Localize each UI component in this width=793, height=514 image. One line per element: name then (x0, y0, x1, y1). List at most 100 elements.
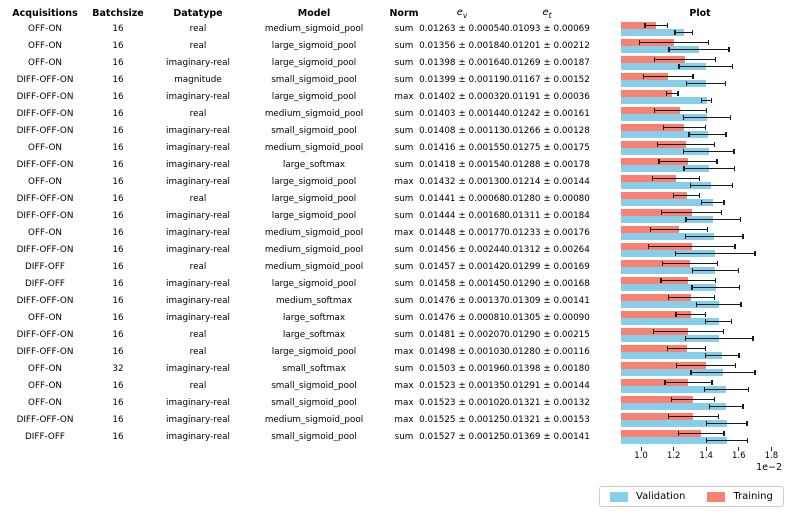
cell-batchsize: 16 (112, 295, 124, 306)
validation-bar (621, 29, 684, 36)
cell-model: large_sigmoid_pool (271, 210, 357, 221)
table-row: DIFF-OFF 16 imaginary-real small_sigmoid_po… (0, 429, 793, 446)
cell-batchsize: 16 (112, 346, 124, 357)
training-bar (621, 158, 688, 165)
validation-bar (621, 131, 708, 138)
validation-errorbar-line (683, 116, 731, 119)
cell-batchsize: 16 (112, 414, 124, 425)
training-errorbar-line (667, 347, 706, 350)
table-row: DIFF-OFF-ON 16 real large_softmax sum 0.01481… (0, 327, 793, 344)
training-errorbar-cap-high (734, 244, 736, 249)
cell-datatype: imaginary-real (166, 91, 230, 102)
cell-ev: 0.01476 ± 0.00137 (419, 295, 505, 306)
validation-errorbar-cap-high (731, 64, 734, 69)
cell-ev: 0.01456 ± 0.00244 (419, 244, 505, 255)
cell-ev: 0.01263 ± 0.00054 (419, 23, 505, 34)
cell-ev: 0.01399 ± 0.00119 (419, 74, 505, 85)
table-row: DIFF-OFF-ON 16 magnitude small_sigmoid_pool… (0, 72, 793, 89)
validation-errorbar-line (701, 99, 712, 102)
table-row: OFF-ON 16 imaginary-real small_sigmoid_pool… (0, 395, 793, 412)
validation-errorbar-cap-high (733, 149, 735, 154)
training-errorbar-cap-low (664, 380, 666, 385)
training-errorbar-cap-high (666, 23, 669, 28)
cell-et: 0.01201 ± 0.00212 (504, 40, 590, 51)
cell-norm: sum (394, 142, 414, 153)
cell-acquisitions: DIFF-OFF-ON (16, 414, 74, 425)
training-bar (621, 192, 687, 199)
cell-batchsize: 16 (112, 193, 124, 204)
cell-datatype: real (189, 193, 207, 204)
cell-datatype: imaginary-real (166, 159, 230, 170)
table-row: OFF-ON 16 imaginary-real large_sigmoid_pool… (0, 55, 793, 72)
validation-errorbar-line (691, 371, 755, 374)
cell-datatype: real (189, 329, 207, 340)
validation-errorbar-cap-high (746, 421, 748, 426)
training-errorbar-line (676, 364, 736, 367)
cell-acquisitions: DIFF-OFF-ON (16, 295, 74, 306)
cell-et: 0.01321 ± 0.00153 (504, 414, 590, 425)
cell-model: large_sigmoid_pool (271, 176, 357, 187)
training-errorbar-line (676, 313, 706, 316)
validation-errorbar-cap-high (742, 234, 744, 239)
cell-ev: 0.01418 ± 0.00154 (419, 159, 505, 170)
col-header-batchsize: Batchsize (92, 8, 144, 19)
validation-errorbar-cap-low (688, 132, 690, 137)
training-bar (621, 175, 676, 182)
validation-bar (621, 250, 716, 257)
cell-ev: 0.01448 ± 0.00177 (419, 227, 505, 238)
validation-errorbar-line (706, 439, 748, 442)
training-bar (621, 379, 689, 386)
validation-errorbar-cap-low (700, 98, 702, 103)
cell-datatype: real (189, 380, 207, 391)
table-row: DIFF-OFF-ON 16 imaginary-real small_sigmoid… (0, 123, 793, 140)
training-bar (621, 107, 681, 114)
cell-datatype: real (189, 346, 207, 357)
cell-ev: 0.01416 ± 0.00155 (419, 142, 505, 153)
cell-norm: sum (394, 159, 414, 170)
cell-model: large_sigmoid_pool (271, 40, 357, 51)
cell-batchsize: 16 (112, 57, 124, 68)
cell-datatype: imaginary-real (166, 244, 230, 255)
x-axis-offset-label: 1e−2 (756, 462, 782, 473)
legend-training-label: Training (733, 491, 773, 502)
validation-errorbar-cap-low (705, 421, 707, 426)
cell-acquisitions: OFF-ON (28, 142, 62, 153)
training-errorbar-line (678, 432, 725, 435)
training-errorbar-line (668, 296, 715, 299)
training-bar (621, 90, 673, 97)
cell-model: large_sigmoid_pool (271, 91, 357, 102)
cell-et: 0.01275 ± 0.00175 (504, 142, 590, 153)
cell-norm: sum (394, 363, 414, 374)
cell-model: medium_sigmoid_pool (264, 414, 364, 425)
col-header-acquisitions: Acquisitions (12, 8, 78, 19)
validation-errorbar-line (685, 235, 743, 238)
x-axis-tick (770, 447, 772, 451)
table-row: OFF-ON 16 imaginary-real medium_sigmoid_poo… (0, 140, 793, 157)
cell-ev: 0.01503 ± 0.00196 (419, 363, 505, 374)
validation-errorbar-cap-high (692, 30, 694, 35)
cell-model: large_sigmoid_pool (271, 346, 357, 357)
validation-errorbar-cap-low (674, 30, 676, 35)
training-errorbar-line (648, 245, 735, 248)
cell-acquisitions: DIFF-OFF-ON (16, 108, 74, 119)
cell-acquisitions: DIFF-OFF (25, 431, 65, 442)
cell-datatype: imaginary-real (166, 312, 230, 323)
validation-errorbar-line (690, 184, 733, 187)
training-bar (621, 430, 702, 437)
cell-ev: 0.01408 ± 0.00113 (419, 125, 505, 136)
training-errorbar-cap-low (661, 261, 663, 266)
training-errorbar-cap-high (715, 278, 717, 283)
cell-batchsize: 16 (112, 108, 124, 119)
validation-errorbar-cap-low (684, 234, 686, 239)
training-errorbar-cap-low (648, 244, 650, 249)
training-errorbar-cap-low (642, 74, 645, 79)
training-bar (621, 362, 706, 369)
table-row: OFF-ON 16 imaginary-real medium_sigmoid_poo… (0, 225, 793, 242)
cell-et: 0.01321 ± 0.00132 (504, 397, 590, 408)
validation-bar (621, 63, 706, 70)
cell-batchsize: 16 (112, 159, 124, 170)
validation-bar (621, 97, 707, 104)
training-errorbar-cap-high (714, 397, 716, 402)
validation-errorbar-cap-high (723, 200, 725, 205)
